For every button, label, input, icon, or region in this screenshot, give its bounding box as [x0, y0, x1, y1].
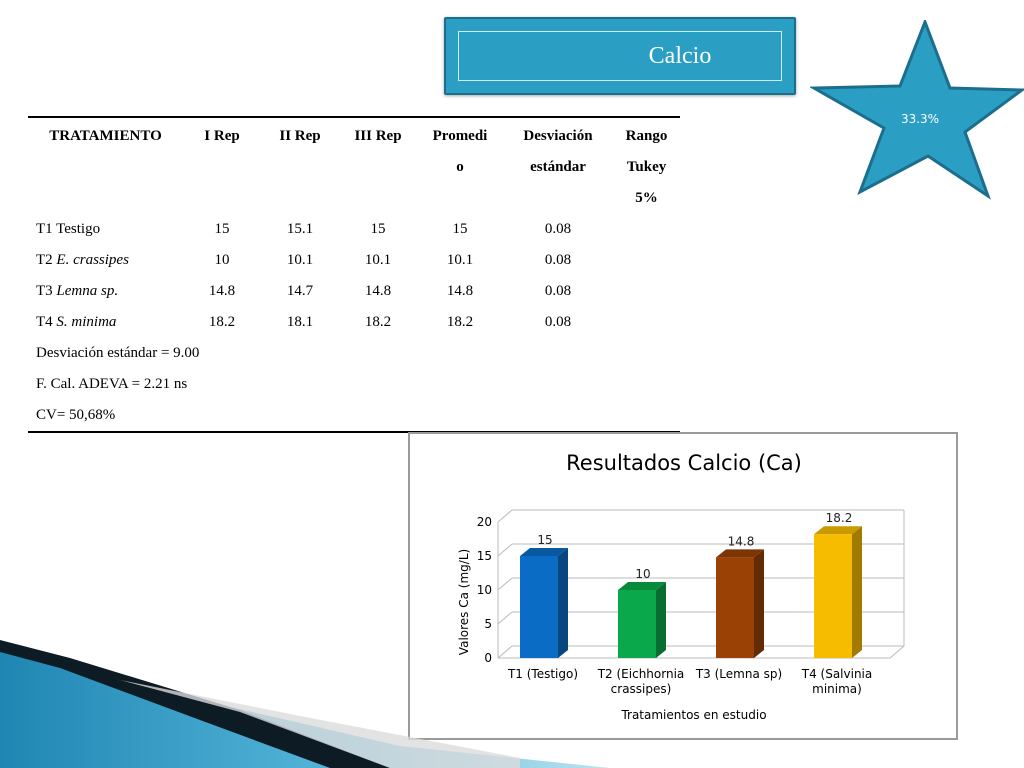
chart-y-axis-label: Valores Ca (mg/L): [457, 549, 471, 655]
cell-promedio: 15: [452, 221, 468, 237]
footer-fcal: F. Cal. ADEVA = 2.21 ns: [36, 376, 188, 392]
table-footer-row: CV= 50,68%: [28, 400, 680, 432]
cell-ii-rep: 18.1: [286, 314, 314, 330]
cell-desviacion: 0.08: [544, 283, 572, 299]
cell-desviacion: 0.08: [544, 314, 572, 330]
cell-iii-rep: 18.2: [364, 314, 392, 330]
y-tick-label: 20: [477, 515, 492, 529]
bar-value-label: 15: [537, 533, 552, 547]
footer-cv: CV= 50,68%: [36, 407, 116, 423]
slide-title: Calcio: [648, 42, 712, 69]
chart-frame: Resultados Calcio (Ca) 0 5 10 15 20 15 10 14.8…: [408, 432, 958, 740]
bar-value-label: 10: [635, 567, 650, 581]
results-table: TRATAMIENTO I Rep II Rep III Rep Promedi…: [28, 116, 680, 433]
cell-i-rep: 10: [214, 252, 230, 268]
header-desviacion: Desviación estándar: [523, 128, 593, 175]
table-footer-row: Desviación estándar = 9.00: [28, 338, 680, 369]
bar-chart: Resultados Calcio (Ca) 0 5 10 15 20 15 10 14.8…: [457, 451, 905, 722]
cell-rango: [613, 245, 680, 276]
chart-y-ticks: 0 5 10 15 20: [477, 515, 492, 665]
chart-x-axis-label: Tratamientos en estudio: [620, 708, 766, 722]
bar: [716, 549, 764, 658]
cell-iii-rep: 10.1: [364, 252, 392, 268]
category-label: T4 (Salvinia minima): [801, 667, 873, 696]
bar-value-label: 18.2: [826, 511, 853, 525]
bar: [618, 582, 666, 658]
cell-rango: [613, 214, 680, 245]
bar-value-label: 14.8: [728, 534, 755, 548]
category-label: T3 (Lemna sp): [695, 667, 782, 681]
y-tick-label: 10: [477, 583, 492, 597]
chart-bars: 15 10 14.8 18.2: [520, 511, 862, 658]
cell-tratamiento: T3 Lemna sp.: [36, 283, 119, 299]
table-footer-row: F. Cal. ADEVA = 2.21 ns: [28, 369, 680, 400]
y-tick-label: 5: [484, 617, 492, 631]
table-row: T2 E. crassipes 10 10.1 10.1 10.1 0.08: [28, 245, 680, 276]
star-icon: [810, 20, 1024, 200]
y-tick-label: 0: [484, 651, 492, 665]
footer-desviacion: Desviación estándar = 9.00: [36, 345, 200, 361]
cell-iii-rep: 15: [370, 221, 386, 237]
category-label: T1 (Testigo): [507, 667, 578, 681]
cell-ii-rep: 10.1: [286, 252, 314, 268]
header-i-rep: I Rep: [204, 128, 240, 144]
cell-i-rep: 18.2: [208, 314, 236, 330]
slide-title-inner: Calcio: [458, 31, 782, 81]
table-row: T3 Lemna sp. 14.8 14.7 14.8 14.8 0.08: [28, 276, 680, 307]
cell-i-rep: 15: [214, 221, 230, 237]
table-header-row: TRATAMIENTO I Rep II Rep III Rep Promedi…: [28, 117, 680, 214]
star-label: 33.3%: [900, 112, 940, 126]
table-row: T1 Testigo 15 15.1 15 15 0.08: [28, 214, 680, 245]
cell-ii-rep: 14.7: [286, 283, 314, 299]
cell-desviacion: 0.08: [544, 252, 572, 268]
table-row: T4 S. minima 18.2 18.1 18.2 18.2 0.08: [28, 307, 680, 338]
cell-desviacion: 0.08: [544, 221, 572, 237]
y-tick-label: 15: [477, 549, 492, 563]
decorative-swoosh: [0, 640, 610, 768]
cell-rango: [613, 307, 680, 338]
cell-ii-rep: 15.1: [286, 221, 314, 237]
cell-iii-rep: 14.8: [364, 283, 392, 299]
chart-categories: T1 (Testigo) T2 (Eichhornia crassipes) T3 (…: [507, 667, 872, 696]
cell-promedio: 14.8: [446, 283, 474, 299]
cell-promedio: 10.1: [446, 252, 474, 268]
cell-tratamiento: T4 S. minima: [36, 314, 117, 330]
chart-title: Resultados Calcio (Ca): [566, 451, 802, 475]
cell-tratamiento: T2 E. crassipes: [36, 252, 129, 268]
cell-rango: [613, 276, 680, 307]
header-promedio: Promedi o: [432, 128, 488, 175]
bar: [814, 526, 862, 658]
header-ii-rep: II Rep: [279, 128, 321, 144]
header-tratamiento: TRATAMIENTO: [49, 128, 162, 144]
cell-tratamiento: T1 Testigo: [36, 221, 101, 237]
cell-promedio: 18.2: [446, 314, 474, 330]
header-iii-rep: III Rep: [354, 128, 402, 144]
cell-i-rep: 14.8: [208, 283, 236, 299]
header-rango: Rango Tukey 5%: [625, 128, 668, 206]
bar: [520, 548, 568, 658]
category-label: T2 (Eichhornia crassipes): [597, 667, 685, 696]
slide-title-box: Calcio: [444, 17, 796, 95]
